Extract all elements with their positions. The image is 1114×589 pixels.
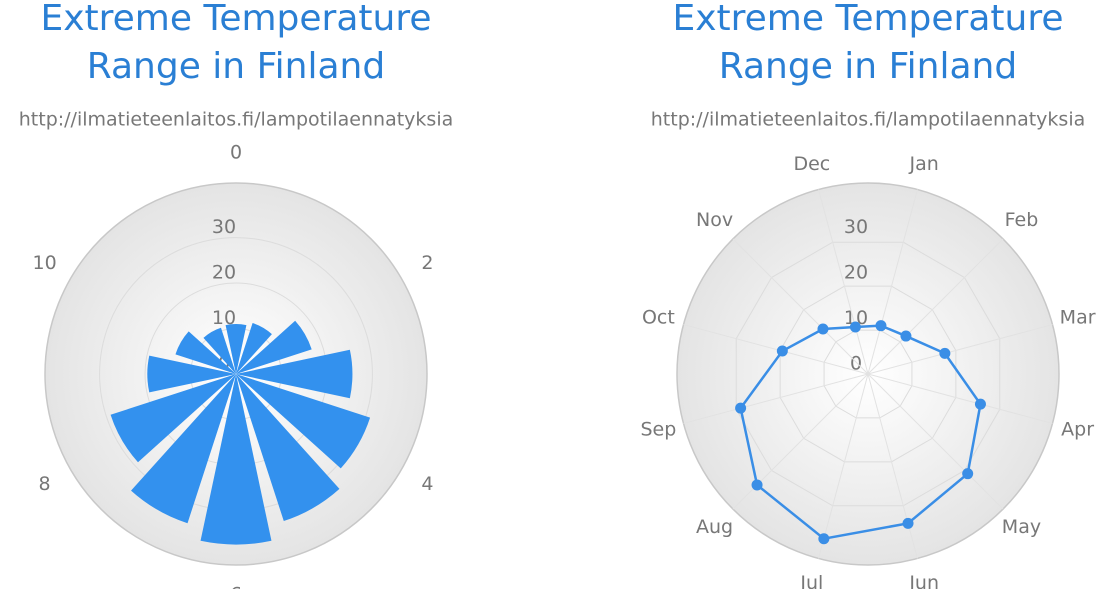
radial-tick-label: 0: [850, 353, 862, 375]
angular-tick-label: Apr: [1061, 419, 1094, 441]
angular-tick-label: Jan: [909, 153, 939, 175]
chart-title: Extreme Temperature: [672, 0, 1063, 39]
angular-tick-label: Mar: [1060, 306, 1096, 328]
point: [817, 323, 829, 335]
bar: [236, 349, 353, 399]
bar: [236, 374, 371, 469]
point: [902, 517, 914, 529]
angular-tick-label: Oct: [642, 306, 675, 328]
radial-tick-label: 20: [844, 262, 868, 284]
angular-tick-label: 10: [33, 252, 57, 274]
angular-tick-label: 0: [230, 142, 242, 164]
angular-tick-label: 2: [421, 252, 433, 274]
point: [751, 479, 763, 491]
spoke: [818, 373, 869, 559]
spoke: [732, 238, 869, 375]
spoke: [818, 189, 869, 375]
point: [776, 345, 788, 357]
point: [900, 330, 912, 342]
spoke: [867, 238, 1004, 375]
bar: [225, 323, 247, 374]
point: [962, 468, 974, 480]
point: [849, 321, 861, 333]
chart-title: Extreme Temperature: [40, 0, 431, 39]
radial-tick-label: 30: [212, 216, 236, 238]
angular-tick-label: Aug: [696, 516, 733, 538]
bar: [147, 355, 236, 393]
bar: [110, 374, 236, 463]
angular-tick-label: Sep: [640, 419, 676, 441]
spoke: [867, 324, 1053, 375]
angular-tick-label: 8: [39, 473, 51, 495]
chart-subtitle: http://ilmatieteenlaitos.fi/lampotilaenn…: [651, 109, 1086, 131]
point: [875, 320, 887, 332]
spoke: [683, 324, 869, 375]
radial-tick-label: 10: [844, 307, 868, 329]
spoke: [867, 373, 1053, 424]
bar: [203, 327, 236, 374]
angular-tick-label: May: [1002, 516, 1041, 538]
spoke: [683, 373, 869, 424]
point: [818, 533, 830, 545]
bar: [131, 374, 236, 524]
spoke: [867, 189, 918, 375]
angular-tick-label: Jul: [799, 572, 823, 589]
bar: [236, 320, 312, 374]
chart-title: Range in Finland: [719, 46, 1017, 87]
angular-tick-label: 6: [230, 584, 242, 589]
point: [735, 402, 747, 414]
angular-tick-label: 4: [421, 473, 433, 495]
bar: [200, 374, 272, 545]
radial-tick-label: 10: [212, 307, 236, 329]
spoke: [867, 373, 1004, 510]
angular-tick-label: Feb: [1005, 209, 1039, 231]
angular-tick-label: Jun: [908, 572, 939, 589]
angular-tick-label: Dec: [793, 153, 830, 175]
bar: [236, 322, 272, 374]
chart-title: Range in Finland: [87, 46, 385, 87]
point: [974, 398, 986, 410]
bar: [175, 331, 236, 374]
angular-tick-label: Nov: [696, 209, 733, 231]
radial-tick-label: 20: [212, 262, 236, 284]
chart-subtitle: http://ilmatieteenlaitos.fi/lampotilaenn…: [19, 109, 454, 131]
bar: [236, 374, 340, 522]
point: [939, 347, 951, 359]
radial-tick-label: 30: [844, 216, 868, 238]
